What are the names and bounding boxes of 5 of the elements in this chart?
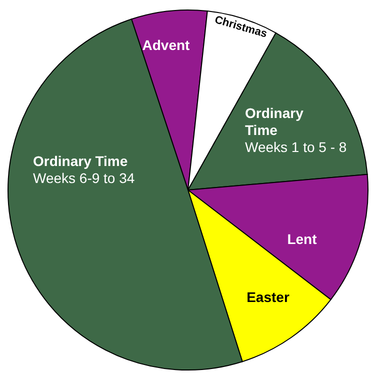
slice-label: Lent <box>287 231 318 247</box>
slice-label: Ordinary Time Weeks 6-9 to 34 <box>33 153 135 186</box>
slice-label: Ordinary Time Weeks 1 to 5 - 8 <box>245 105 347 155</box>
slice-label: Easter <box>246 289 290 305</box>
slice-label: Advent <box>142 37 190 53</box>
